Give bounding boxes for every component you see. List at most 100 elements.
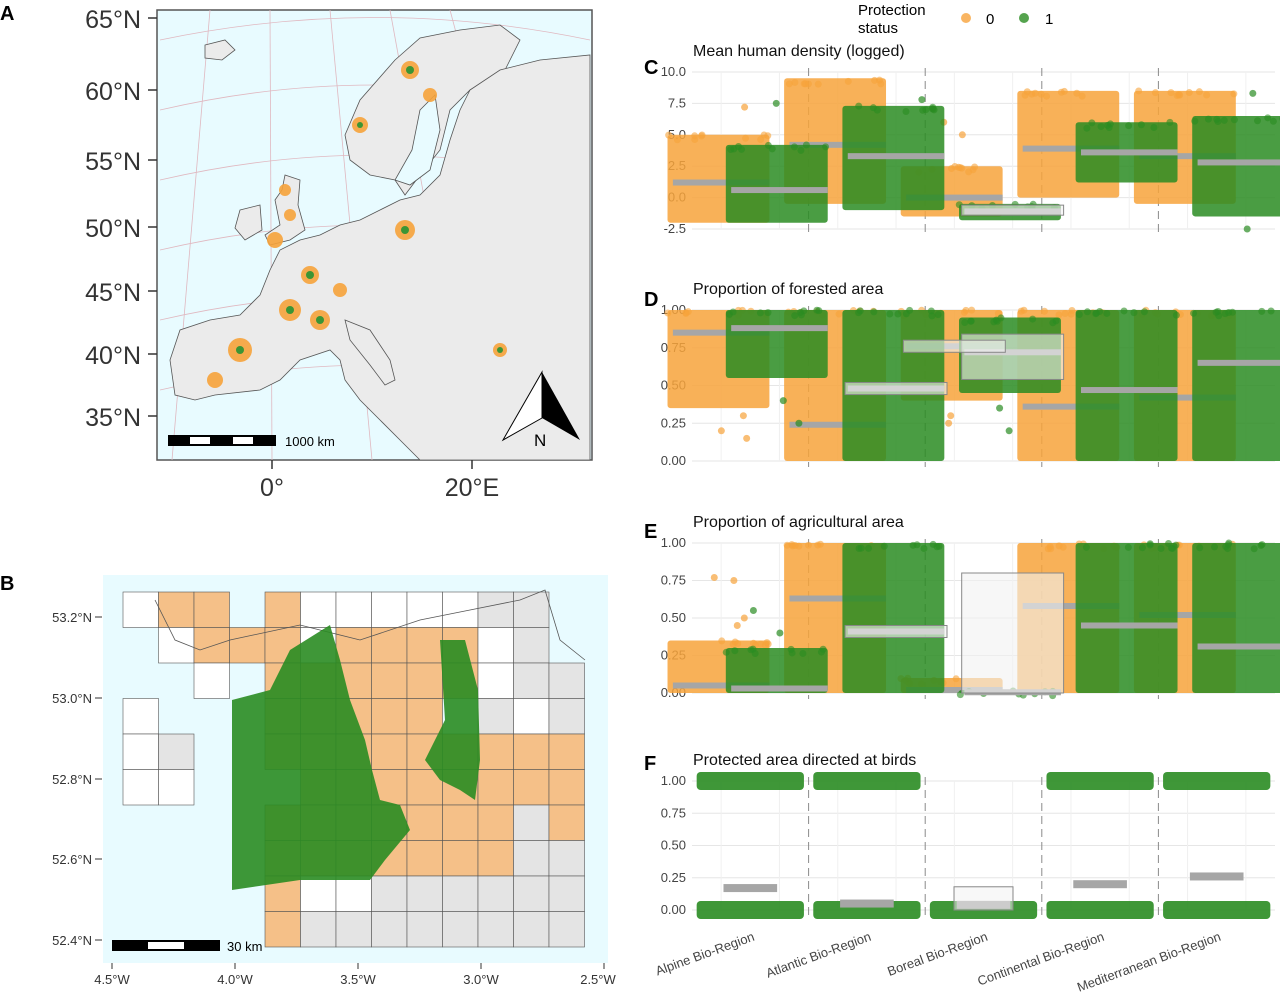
- data-point: [877, 80, 885, 88]
- data-point: [958, 131, 966, 139]
- lat-label: 52.8°N: [52, 772, 92, 787]
- data-point: [731, 647, 739, 655]
- point-cloud: [813, 772, 921, 790]
- data-point: [1135, 87, 1143, 95]
- legend-swatch-1: [1019, 13, 1029, 23]
- data-point: [772, 99, 780, 107]
- data-point: [1166, 118, 1174, 126]
- grid-cell: [158, 733, 195, 770]
- data-point: [1264, 114, 1272, 122]
- grid-cell: [513, 769, 550, 806]
- chart-title: Proportion of forested area: [693, 281, 883, 298]
- data-point: [1097, 123, 1105, 131]
- data-point: [1138, 544, 1146, 552]
- x-tick-label: Boreal Bio-Region: [885, 929, 989, 979]
- data-point: [1175, 91, 1183, 99]
- data-point: [797, 311, 805, 319]
- data-point: [814, 80, 822, 88]
- data-point: [791, 312, 799, 320]
- data-point: [710, 574, 718, 581]
- data-point: [1124, 543, 1132, 551]
- box: [844, 381, 948, 396]
- data-point: [764, 141, 772, 149]
- lat-label: 35°N: [85, 404, 141, 432]
- data-point: [749, 639, 757, 647]
- grid-cell: [406, 875, 443, 912]
- data-point: [764, 309, 772, 317]
- data-point: [1046, 543, 1054, 551]
- data-point: [740, 614, 748, 622]
- map-b-scalebar-label: 30 km: [227, 939, 262, 954]
- grid-cell: [548, 698, 585, 735]
- data-point: [1103, 309, 1111, 317]
- map-a-scalebar-label: 1000 km: [285, 434, 335, 449]
- data-point: [730, 577, 738, 584]
- data-point: [865, 544, 873, 552]
- data-point: [802, 141, 810, 149]
- data-point: [929, 105, 937, 113]
- data-point: [1068, 307, 1076, 315]
- data-point: [1204, 115, 1212, 123]
- median-bar: [731, 187, 828, 194]
- data-point: [1130, 309, 1138, 317]
- data-point: [1167, 89, 1175, 97]
- median-bar: [1022, 603, 1120, 609]
- lon-label: 20°E: [445, 474, 499, 502]
- data-point: [990, 318, 998, 326]
- grid-cell: [371, 911, 408, 948]
- data-point: [664, 309, 672, 317]
- lat-label: 50°N: [85, 215, 141, 243]
- data-point: [1258, 541, 1266, 549]
- grid-cell: [477, 591, 514, 628]
- data-point: [962, 306, 970, 314]
- lon-label: 0°: [260, 474, 284, 502]
- data-point: [1037, 90, 1045, 98]
- legend: Protection status 0 1: [858, 2, 1053, 37]
- box: [844, 625, 948, 638]
- box: [902, 339, 1006, 353]
- data-point: [665, 131, 673, 139]
- data-point: [1150, 123, 1158, 131]
- data-point: [729, 308, 737, 316]
- grid-cell: [548, 875, 585, 912]
- data-point: [735, 143, 743, 151]
- data-point: [1254, 117, 1262, 125]
- data-point: [749, 607, 757, 614]
- point-cloud: [1075, 310, 1178, 461]
- lon-label: 4.5°W: [94, 972, 130, 987]
- grid-cell: [406, 911, 443, 948]
- point-cloud: [1192, 543, 1280, 693]
- data-point: [756, 309, 764, 317]
- grid-cell: [442, 875, 479, 912]
- median-bar: [1139, 612, 1236, 618]
- map-a-scalebar: 1000 km: [168, 434, 335, 449]
- data-point: [742, 134, 750, 142]
- data-point: [929, 540, 937, 548]
- data-point: [1191, 117, 1199, 125]
- median-bar: [1022, 145, 1120, 152]
- data-point: [1220, 116, 1228, 124]
- data-point: [945, 419, 953, 427]
- data-point: [1203, 91, 1211, 99]
- median-bar: [672, 682, 770, 689]
- data-point: [1092, 310, 1100, 318]
- y-tick-label: 10.0: [661, 64, 686, 79]
- north-label: N: [534, 431, 546, 450]
- data-point: [764, 132, 772, 140]
- box: [961, 572, 1065, 694]
- point-cloud: [725, 144, 828, 223]
- data-point: [996, 404, 1004, 412]
- lat-label: 52.6°N: [52, 852, 92, 867]
- median-bar: [1197, 359, 1280, 366]
- grid-cell: [335, 591, 372, 628]
- grid-cell: [264, 911, 301, 948]
- point-cloud: [725, 648, 828, 693]
- data-point: [797, 146, 805, 154]
- lat-label: 60°N: [85, 78, 141, 106]
- data-point: [795, 419, 803, 427]
- grid-cell: [300, 911, 337, 948]
- data-point: [785, 80, 793, 88]
- grid-cell: [513, 591, 550, 628]
- data-point: [1214, 307, 1222, 315]
